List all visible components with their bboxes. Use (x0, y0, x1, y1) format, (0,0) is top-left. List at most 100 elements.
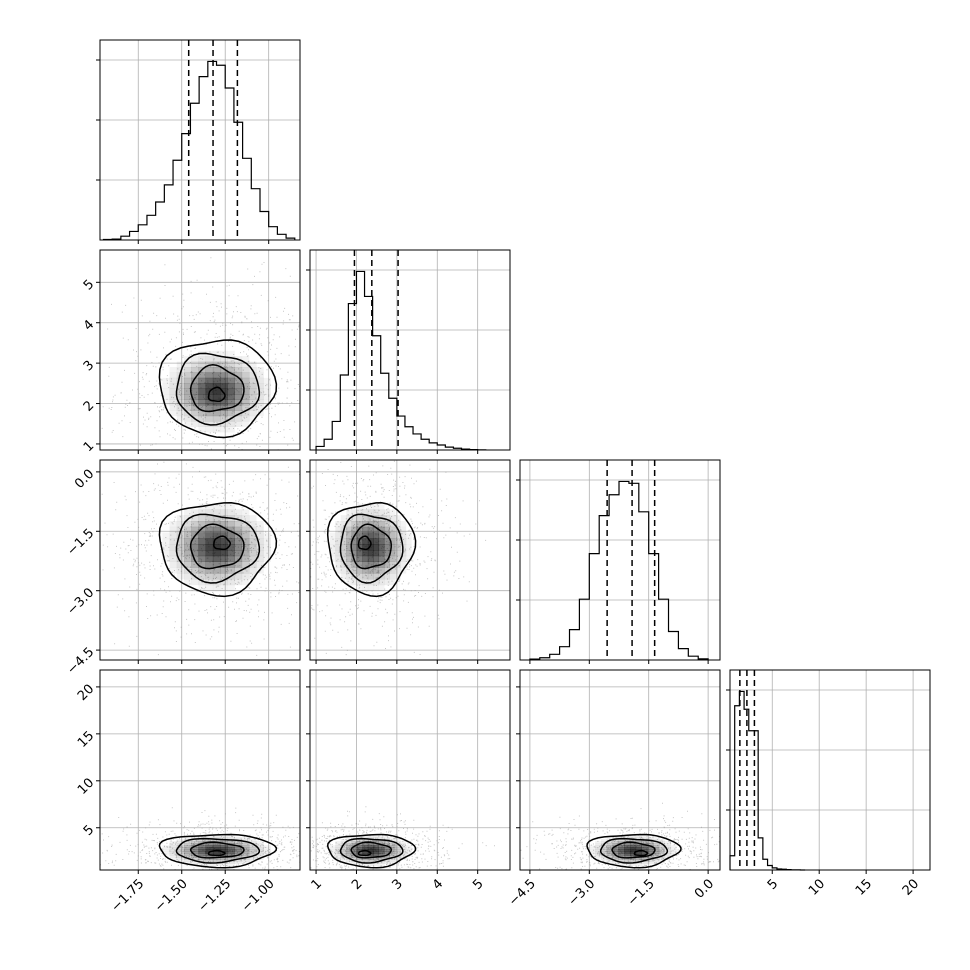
density-cell-2-0 (176, 567, 185, 574)
density-cell-2-1 (351, 538, 358, 545)
density-cell-3-1 (329, 849, 336, 852)
density-cell-3-0 (191, 847, 199, 850)
density-cell-1-0 (256, 366, 264, 373)
y-tick-label-1-1: 2 (81, 398, 97, 414)
density-cell-3-1 (340, 859, 347, 862)
density-cell-1-0 (220, 377, 228, 384)
density-cell-3-0 (241, 838, 250, 842)
x-tick-label-1-2: 3 (389, 876, 405, 892)
density-cell-1-0 (212, 388, 221, 395)
density-cell-3-0 (184, 861, 192, 865)
density-cell-3-2 (664, 843, 671, 846)
density-cell-2-1 (384, 550, 390, 557)
density-cell-1-0 (198, 399, 206, 406)
density-cell-2-1 (389, 555, 396, 562)
density-cell-3-1 (378, 849, 385, 852)
density-cell-3-1 (335, 843, 342, 846)
density-cell-3-2 (659, 853, 666, 856)
density-cell-3-2 (653, 853, 660, 856)
density-cell-2-1 (373, 567, 380, 574)
density-cell-1-0 (198, 410, 206, 417)
density-cell-1-0 (198, 415, 206, 422)
density-cell-1-0 (220, 426, 228, 433)
density-cell-3-2 (653, 845, 660, 848)
density-cell-3-1 (378, 840, 385, 844)
density-cell-1-0 (220, 350, 228, 357)
density-cell-3-2 (653, 847, 660, 850)
density-cell-3-0 (176, 840, 185, 844)
density-cell-2-0 (234, 561, 243, 568)
density-cell-2-1 (400, 520, 407, 528)
density-cell-2-1 (384, 526, 390, 533)
density-cell-3-2 (595, 847, 602, 850)
density-cell-2-1 (395, 561, 401, 568)
x-tick-label-3-3: 20 (900, 876, 922, 898)
panel-3-3 (726, 669, 931, 874)
density-cell-1-0 (212, 372, 221, 379)
density-cell-3-0 (249, 851, 257, 854)
density-cell-3-1 (389, 851, 396, 854)
density-cell-2-1 (400, 550, 407, 557)
density-cell-3-0 (227, 863, 235, 867)
density-cell-3-2 (589, 847, 596, 850)
frame-3-3 (729, 669, 931, 871)
density-cell-2-1 (367, 573, 374, 580)
density-cell-1-0 (256, 394, 264, 400)
density-cell-3-1 (367, 849, 374, 852)
density-cell-3-1 (346, 845, 352, 848)
density-cell-3-2 (618, 853, 625, 856)
density-cell-2-1 (389, 550, 396, 557)
density-cell-3-2 (659, 849, 666, 852)
density-cell-2-0 (263, 538, 272, 545)
density-cell-2-0 (241, 515, 250, 522)
density-cell-2-1 (367, 555, 374, 562)
density-cell-1-0 (176, 361, 185, 368)
density-cell-3-2 (600, 859, 608, 862)
density-cell-3-2 (659, 851, 666, 854)
density-cell-1-0 (227, 350, 235, 357)
density-cell-3-2 (600, 849, 608, 852)
density-cell-2-0 (263, 532, 272, 539)
density-cell-1-0 (198, 356, 206, 362)
density-cell-2-0 (227, 532, 235, 539)
density-cell-1-0 (234, 372, 243, 379)
density-cell-3-1 (389, 838, 396, 842)
density-cell-3-1 (346, 836, 352, 840)
density-cell-3-2 (624, 855, 631, 858)
density-cell-1-0 (191, 383, 199, 389)
density-cell-3-0 (234, 836, 243, 840)
density-cell-3-2 (635, 845, 642, 848)
contour-3-1-1 (339, 837, 404, 864)
density-cell-2-1 (357, 515, 363, 522)
density-cell-3-2 (595, 853, 602, 856)
density-cell-3-1 (340, 845, 347, 848)
density-cell-3-1 (373, 840, 380, 844)
density-cell-1-0 (241, 410, 250, 417)
density-cell-3-0 (191, 840, 199, 844)
density-cell-3-1 (400, 843, 407, 846)
density-cell-1-0 (227, 383, 235, 389)
density-cell-3-2 (670, 847, 677, 850)
density-cell-3-0 (191, 836, 199, 840)
density-cell-2-1 (395, 567, 401, 574)
density-cell-2-1 (378, 538, 385, 545)
density-cell-1-0 (220, 383, 228, 389)
density-cell-2-1 (335, 544, 342, 551)
density-cell-3-0 (256, 840, 264, 844)
density-cell-2-0 (234, 579, 243, 586)
density-cell-1-0 (205, 377, 214, 384)
density-cell-3-2 (606, 836, 613, 840)
density-cell-3-2 (624, 857, 631, 860)
density-cell-2-0 (241, 567, 250, 574)
density-cell-2-1 (395, 550, 401, 557)
density-cell-2-1 (389, 567, 396, 574)
density-cell-2-0 (169, 532, 178, 539)
density-cell-2-1 (346, 555, 352, 562)
contour-2-0-2 (189, 523, 245, 570)
density-cell-3-0 (227, 834, 235, 838)
density-cell-3-1 (367, 855, 374, 858)
density-cell-2-1 (395, 555, 401, 562)
density-cell-2-0 (184, 538, 192, 545)
density-cell-2-0 (234, 544, 243, 551)
density-cell-2-1 (357, 538, 363, 545)
